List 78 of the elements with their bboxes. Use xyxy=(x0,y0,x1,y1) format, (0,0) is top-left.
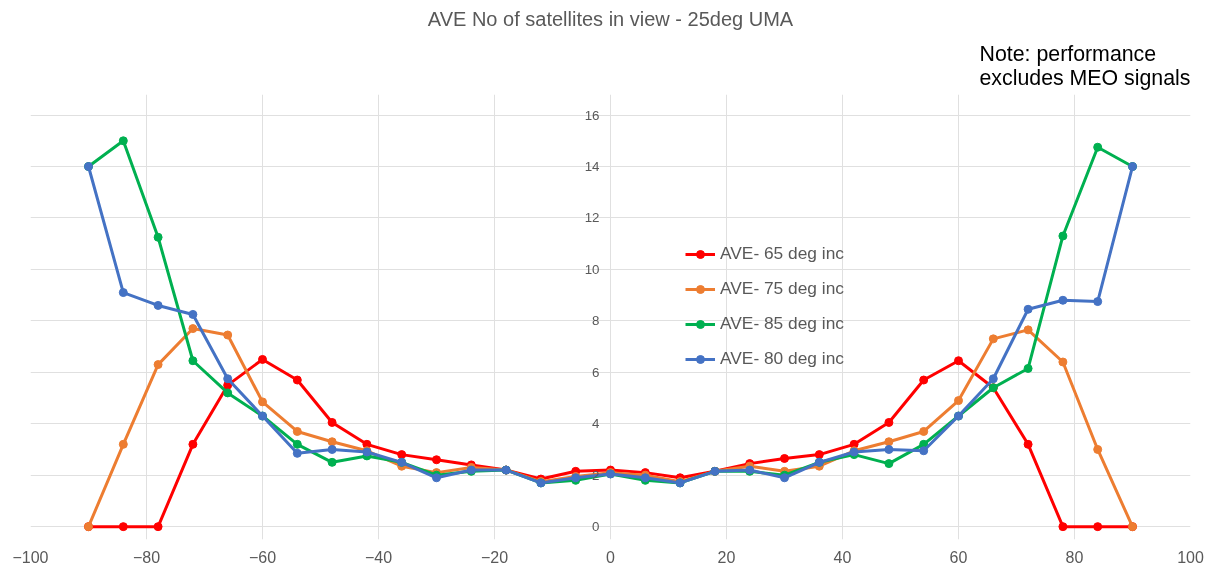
point xyxy=(1093,444,1103,454)
chart-title: AVE No of satellites in view - 25deg UMA xyxy=(427,7,794,30)
point xyxy=(223,374,233,384)
point xyxy=(780,453,789,463)
point xyxy=(884,437,894,447)
point xyxy=(153,300,163,310)
point xyxy=(1093,522,1103,532)
point xyxy=(1093,297,1103,307)
point xyxy=(188,356,198,366)
x-tick-label: −80 xyxy=(132,548,161,566)
point xyxy=(223,388,233,398)
x-tick-label: −100 xyxy=(12,548,49,566)
y-tick-label: 16 xyxy=(584,107,600,123)
point xyxy=(954,396,963,406)
legend-label: AVE- 80 deg inc xyxy=(720,348,844,369)
point xyxy=(118,288,128,298)
point xyxy=(1023,363,1033,373)
point xyxy=(919,375,929,385)
point xyxy=(1058,522,1068,532)
y-tick-label: 8 xyxy=(592,313,600,329)
legend-label: AVE- 65 deg inc xyxy=(720,243,844,264)
point xyxy=(327,457,337,467)
point xyxy=(884,459,894,469)
point xyxy=(153,522,163,532)
point xyxy=(814,450,824,460)
legend-label: AVE- 85 deg inc xyxy=(720,313,844,334)
point xyxy=(1058,357,1068,367)
point xyxy=(1093,142,1103,152)
point xyxy=(118,522,128,532)
point xyxy=(258,397,267,407)
point xyxy=(1023,439,1033,449)
x-tick-label: −60 xyxy=(248,548,277,566)
point xyxy=(988,334,998,344)
x-tick-label: 0 xyxy=(606,548,616,566)
point xyxy=(258,354,267,364)
point xyxy=(884,417,894,427)
y-tick-label: 12 xyxy=(584,210,600,226)
point xyxy=(988,374,998,384)
point xyxy=(919,426,929,436)
point xyxy=(1023,325,1033,335)
point xyxy=(188,324,198,334)
point xyxy=(118,439,128,449)
point xyxy=(327,417,337,427)
x-tick-label: −40 xyxy=(364,548,393,566)
x-tick-label: −20 xyxy=(480,548,509,566)
text: Note: performance excludes MEO signals xyxy=(979,41,1191,90)
point xyxy=(292,375,302,385)
point xyxy=(919,446,929,456)
legend-label: AVE- 75 deg inc xyxy=(720,278,844,299)
y-tick-label: 2 xyxy=(592,467,600,483)
point xyxy=(153,232,163,242)
point xyxy=(292,426,302,436)
point xyxy=(118,136,128,146)
point xyxy=(1023,304,1033,314)
point xyxy=(432,455,441,465)
x-tick-label: 100 xyxy=(1177,548,1204,566)
point xyxy=(292,439,302,449)
point xyxy=(292,448,302,458)
point xyxy=(397,450,407,460)
point xyxy=(327,437,337,447)
point xyxy=(327,444,337,454)
point xyxy=(1058,295,1068,305)
y-tick-label: 4 xyxy=(592,416,601,432)
point xyxy=(188,439,198,449)
y-tick-label: 14 xyxy=(584,159,601,175)
y-tick-label: 10 xyxy=(584,261,600,277)
x-tick-label: 40 xyxy=(833,548,852,566)
y-tick-label: 6 xyxy=(592,364,600,380)
point xyxy=(1058,231,1068,241)
point xyxy=(223,330,233,340)
x-tick-label: 80 xyxy=(1065,548,1084,566)
point xyxy=(153,360,163,370)
y-tick-label: 0 xyxy=(592,519,600,535)
x-tick-label: 60 xyxy=(949,548,968,566)
x-tick-label: 20 xyxy=(717,548,736,566)
point xyxy=(188,309,198,319)
point xyxy=(954,356,963,366)
point xyxy=(884,444,894,454)
